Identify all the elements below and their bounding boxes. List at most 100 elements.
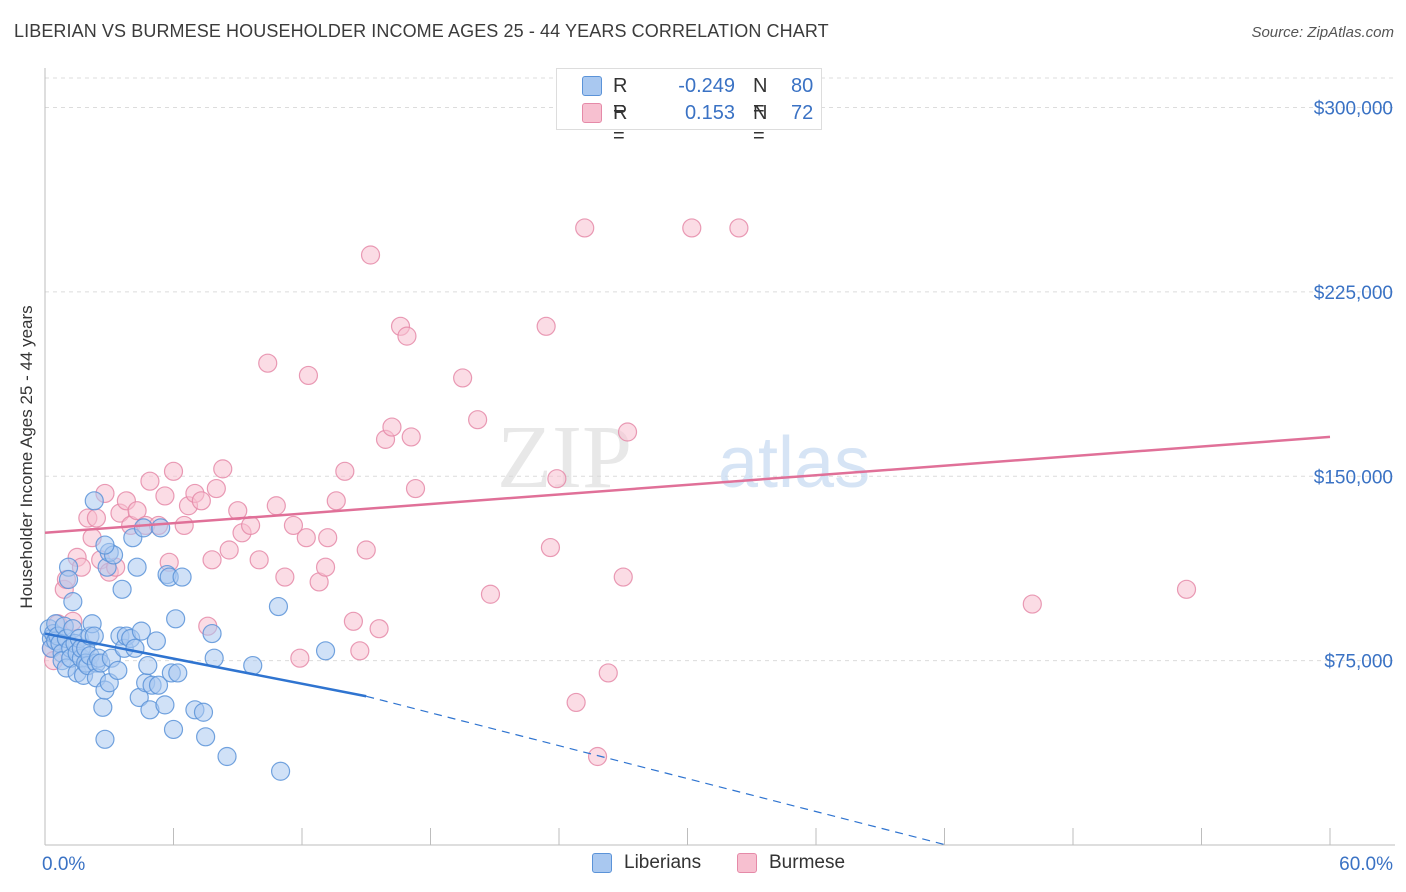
- burmese-point: [729, 218, 749, 238]
- liberians-point: [168, 663, 188, 683]
- liberians-point: [196, 727, 216, 747]
- burmese-point: [598, 663, 618, 683]
- y-tick-label: $225,000: [1314, 283, 1393, 304]
- burmese-point: [127, 501, 147, 521]
- x-tick-label-end: 60.0%: [1339, 854, 1393, 875]
- burmese-point: [405, 478, 426, 499]
- liberians-trend-solid: [44, 632, 367, 698]
- y-tick-label: $150,000: [1314, 467, 1393, 488]
- liberians-point: [148, 675, 169, 695]
- legend-r-label: R =: [613, 75, 628, 120]
- legend-n-value: 72: [791, 102, 814, 124]
- liberians-point: [268, 596, 289, 617]
- burmese-point: [575, 218, 595, 238]
- liberians-point: [108, 660, 128, 681]
- burmese-point: [298, 365, 319, 386]
- burmese-point: [86, 508, 107, 528]
- liberians-point: [315, 641, 336, 661]
- liberians-point: [84, 491, 104, 511]
- burmese-point: [480, 584, 501, 604]
- burmese-trend: [44, 435, 1331, 535]
- liberians-point: [125, 638, 145, 658]
- burmese-point: [547, 469, 567, 489]
- liberians-point: [131, 621, 151, 641]
- liberians-point: [270, 761, 291, 781]
- burmese-point: [249, 550, 269, 570]
- liberians-point: [133, 518, 154, 538]
- legend-r-value: 0.153: [684, 102, 735, 124]
- watermark-zip: ZIP: [497, 408, 632, 507]
- burmese-point: [453, 368, 473, 388]
- liberians-point: [84, 626, 104, 646]
- burmese-point: [382, 417, 402, 437]
- burmese-point: [682, 218, 702, 238]
- liberians-point: [127, 557, 147, 577]
- bottom-legend-swatch-burmese: [737, 853, 757, 873]
- y-tick-label: $300,000: [1314, 99, 1393, 120]
- burmese-point: [228, 501, 248, 521]
- burmese-point: [356, 540, 376, 560]
- axes: [44, 68, 1395, 846]
- x-tick-label-start: 0.0%: [42, 854, 85, 875]
- burmese-point: [401, 427, 421, 447]
- burmese-point: [206, 478, 226, 499]
- legend-r-value: -0.249: [678, 75, 735, 97]
- burmese-point: [343, 611, 363, 631]
- burmese-point: [283, 515, 304, 536]
- burmese-point: [369, 619, 389, 639]
- burmese-point: [468, 410, 488, 430]
- legend-swatch-burmese: [582, 103, 602, 123]
- liberians-point: [58, 569, 79, 590]
- burmese-point: [536, 316, 556, 336]
- burmese-point: [219, 540, 239, 560]
- watermark: ZIP atlas: [497, 408, 870, 507]
- burmese-point: [1176, 579, 1197, 599]
- bottom-legend-label: Burmese: [769, 852, 846, 873]
- liberians-point: [193, 702, 214, 722]
- burmese-point: [1022, 594, 1042, 614]
- liberians-point: [95, 729, 115, 749]
- liberians-point: [112, 579, 132, 599]
- legend-swatch-liberians: [582, 76, 602, 96]
- y-axis-label: Householder Income Ages 25 - 44 years: [17, 305, 36, 609]
- burmese-point: [258, 353, 278, 373]
- watermark-atlas: atlas: [718, 423, 870, 503]
- gridlines: [45, 77, 1395, 662]
- burmese-point: [163, 461, 184, 481]
- liberians-point: [217, 746, 237, 767]
- liberians-point: [155, 695, 175, 715]
- liberians-point: [166, 609, 186, 629]
- burmese-point: [213, 459, 233, 479]
- liberians-trend-dashed: [366, 695, 947, 846]
- burmese-point: [174, 515, 194, 536]
- liberians-point: [95, 535, 115, 555]
- burmese-point: [360, 245, 381, 265]
- burmese-point: [335, 461, 355, 481]
- liberians-point: [138, 655, 158, 676]
- burmese-point: [290, 648, 310, 668]
- trend-lines: [44, 435, 1331, 846]
- liberians-point: [146, 631, 166, 651]
- legend-n-label: N =: [753, 75, 768, 120]
- source-note: Source: ZipAtlas.com: [1251, 24, 1394, 41]
- liberians-point: [93, 697, 113, 717]
- burmese-point: [315, 557, 336, 577]
- burmese-point: [275, 567, 295, 587]
- liberians-point: [202, 623, 222, 644]
- burmese-point: [266, 496, 286, 516]
- correlation-legend: R = -0.249 N = 80 R = 0.153 N = 72: [556, 68, 822, 147]
- burmese-point: [540, 537, 561, 558]
- burmese-point: [566, 692, 586, 713]
- burmese-point: [191, 491, 211, 511]
- burmese-point: [318, 528, 338, 548]
- liberians-points: [39, 491, 336, 781]
- bottom-legend-swatch-liberians: [592, 853, 612, 873]
- chart-title: LIBERIAN VS BURMESE HOUSEHOLDER INCOME A…: [14, 21, 829, 41]
- burmese-point: [617, 422, 638, 442]
- legend-n-label: N =: [753, 102, 768, 147]
- liberians-point: [163, 719, 184, 740]
- tick-labels: $75,000 $150,000 $225,000 $300,000 0.0% 60.0%: [42, 99, 1393, 876]
- liberians-point: [63, 592, 83, 612]
- burmese-point: [296, 528, 316, 548]
